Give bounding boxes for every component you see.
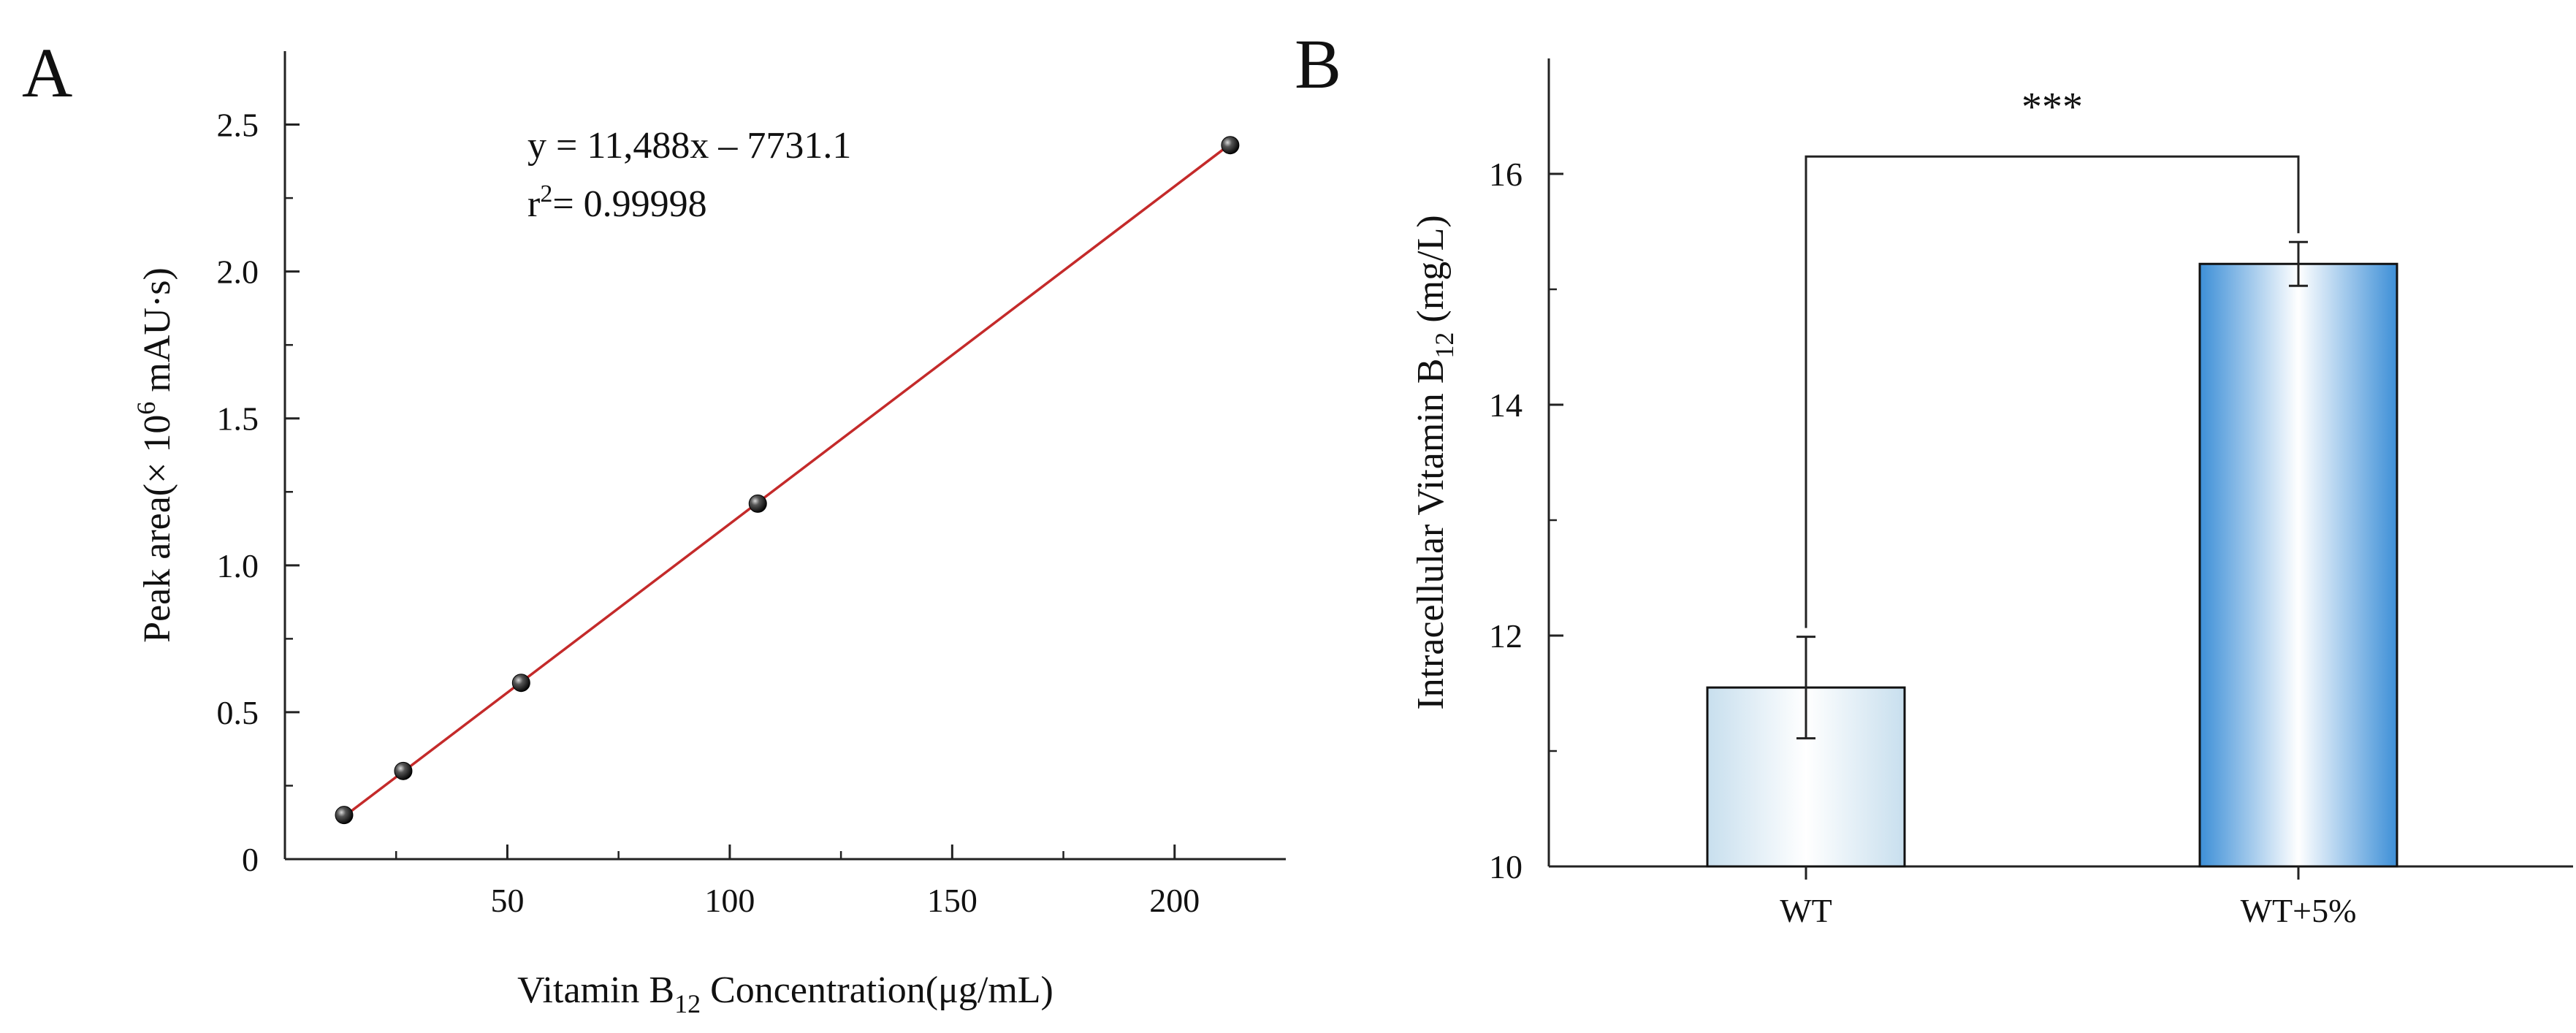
panel-b-y-title-suffix: (mg/L) [1410, 215, 1452, 332]
panel-a-data-point [1221, 136, 1240, 155]
panel-b-y-title-sub: 12 [1430, 332, 1459, 359]
panel-a-y-title: Peak area(× 106 mAU·s) [132, 267, 178, 643]
panel-b-x-tick-label: WT [1780, 892, 1832, 929]
panel-a-x-tick-label: 100 [704, 882, 755, 919]
panel-a-data-point [335, 806, 354, 825]
panel-a-ticks: 50 100 150 200 0 0.5 1.0 1.5 2.0 2.5 [217, 107, 1200, 919]
panel-a-y-tick-label: 2.5 [217, 107, 259, 144]
panel-a-x-tick-label: 200 [1149, 882, 1200, 919]
panel-a-y-tick-label: 2.0 [217, 254, 259, 291]
panel-a-r2-value: = 0.99998 [552, 183, 706, 225]
panel-b-x-tick-label: WT+5% [2241, 892, 2357, 929]
panel-a-y-title-prefix: Peak area(× 10 [137, 415, 178, 643]
panel-a-label: A [22, 34, 72, 112]
panel-a-y-tick-label: 0.5 [217, 694, 259, 731]
panel-a-points [335, 136, 1240, 825]
panel-a-data-point [511, 674, 530, 693]
panel-a-x-tick-label: 50 [490, 882, 524, 919]
panel-a-r2: r2= 0.99998 [527, 180, 707, 225]
panel-a-x-title-suffix: Concentration(μg/mL) [701, 969, 1053, 1011]
panel-a-y-title-suffix: mAU·s) [137, 267, 178, 401]
panel-a-y-tick-label: 0 [242, 841, 259, 878]
panel-b-y-title: Intracellular Vitamin B12 (mg/L) [1410, 215, 1459, 709]
panel-a-data-point [748, 494, 767, 513]
panel-a-fit-line [343, 142, 1231, 818]
panel-a-data-point [394, 761, 413, 780]
panel-b-significance-stars: *** [2021, 84, 2083, 129]
panel-a-equation: y = 11,488x – 7731.1 [527, 125, 851, 167]
panel-b: B 10 12 14 16 WT WT+5% *** Intracellular Vit… [1295, 25, 2573, 929]
panel-b-y-tick-label: 12 [1489, 617, 1523, 655]
panel-a-fit [343, 142, 1231, 818]
panel-b-bars: WT WT+5% [1706, 240, 2398, 929]
panel-b-ticks: 10 12 14 16 [1489, 156, 1563, 885]
panel-a-r2-letter: r [527, 183, 540, 225]
panel-b-bar [2198, 262, 2398, 868]
panel-a-r2-sup: 2 [540, 180, 552, 207]
panel-a-y-tick-label: 1.0 [217, 547, 259, 584]
panel-b-y-tick-label: 10 [1489, 848, 1523, 885]
panel-b-y-tick-label: 14 [1489, 386, 1523, 424]
panel-b-y-tick-label: 16 [1489, 156, 1523, 193]
panel-a-x-title: Vitamin B12 Concentration(μg/mL) [517, 969, 1053, 1018]
panel-b-bracket-line [1805, 155, 2300, 628]
panel-b-label: B [1295, 25, 1341, 103]
panel-a: A 50 100 150 200 0 0.5 1.0 1.5 2.0 2.5 y = 11,488… [22, 34, 1286, 1018]
panel-a-x-title-prefix: Vitamin B [517, 969, 674, 1011]
panel-a-x-tick-label: 150 [927, 882, 978, 919]
panel-b-significance-bracket [1805, 155, 2300, 628]
panel-a-y-title-sup: 6 [132, 402, 161, 415]
panel-a-x-title-sub: 12 [674, 989, 701, 1018]
panel-b-y-title-prefix: Intracellular Vitamin B [1410, 359, 1452, 710]
panel-a-y-tick-label: 1.5 [217, 400, 259, 438]
